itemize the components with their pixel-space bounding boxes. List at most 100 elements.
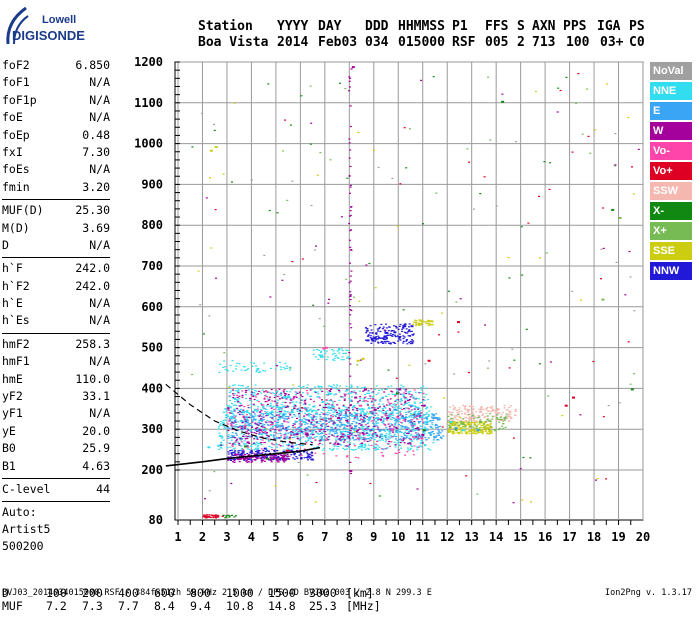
ionogram-chart: 1 2 3 4 5 6 7 8 9 10 11 12 13 14 15 16 17 18 19 20802003004…	[134, 55, 650, 544]
echo-point	[364, 393, 367, 396]
series-point-nnw	[290, 445, 294, 448]
echo-point	[263, 458, 266, 460]
echo-point	[395, 418, 398, 420]
echo-point	[326, 402, 328, 404]
echo-point	[403, 398, 406, 400]
echo-point	[269, 457, 272, 459]
echo-point	[256, 438, 259, 440]
echo-point	[274, 420, 277, 422]
series-point-sse	[459, 427, 463, 430]
echo-point	[459, 298, 462, 300]
echo-point	[346, 407, 349, 409]
echo-point	[205, 517, 208, 519]
echo-point	[410, 444, 413, 446]
echo-point	[370, 437, 373, 439]
echo-point	[476, 425, 478, 427]
echo-point	[349, 418, 352, 420]
distance-row: D 100 200 400 600 800 1000 1500 3000 [km]	[2, 558, 374, 613]
echo-point	[254, 454, 257, 456]
echo-point	[230, 435, 233, 437]
echo-point	[488, 410, 491, 412]
echo-point	[281, 414, 284, 416]
echo-point	[428, 421, 431, 423]
echo-point	[277, 453, 280, 455]
echo-point	[256, 408, 259, 410]
echo-point	[357, 131, 360, 134]
echo-point	[399, 387, 402, 389]
echo-point	[421, 434, 424, 436]
echo-point	[419, 445, 422, 447]
echo-point	[334, 439, 337, 441]
echo-point	[229, 450, 232, 452]
echo-point	[343, 439, 346, 441]
echo-point	[278, 393, 281, 395]
echo-point	[350, 327, 353, 329]
echo-point	[430, 426, 433, 428]
echo-point	[489, 413, 492, 415]
echo-point	[299, 425, 302, 428]
echo-point	[324, 431, 327, 433]
echo-point	[314, 249, 316, 251]
param-value: N/A	[89, 237, 110, 252]
echo-point	[340, 409, 343, 411]
echo-point	[377, 330, 380, 332]
echo-point	[384, 436, 387, 438]
echo-point	[288, 444, 290, 446]
echo-point	[457, 331, 460, 333]
echo-point	[398, 336, 401, 338]
echo-point	[481, 431, 484, 433]
y-tick-label: 500	[141, 341, 163, 355]
echo-point	[476, 417, 479, 419]
echo-point	[342, 359, 345, 361]
echo-point	[452, 430, 455, 432]
echo-point	[327, 406, 330, 408]
echo-point	[406, 399, 409, 402]
param-value: 6.850	[75, 58, 110, 72]
echo-point	[342, 404, 345, 406]
echo-point	[273, 458, 276, 460]
echo-point	[283, 436, 286, 438]
echo-point	[265, 408, 268, 410]
echo-point	[346, 419, 349, 421]
echo-point	[293, 453, 296, 455]
echo-point	[256, 453, 259, 455]
echo-point	[244, 422, 247, 424]
echo-point	[481, 429, 483, 432]
echo-point	[303, 451, 305, 453]
echo-point	[381, 408, 384, 410]
echo-point	[284, 432, 287, 434]
series-point-sse	[427, 319, 431, 322]
echo-point	[357, 429, 359, 431]
echo-point	[301, 407, 304, 409]
echo-point	[206, 514, 208, 516]
echo-point	[346, 455, 349, 457]
echo-point	[508, 415, 511, 417]
echo-point	[408, 364, 411, 366]
echo-point	[356, 409, 359, 411]
echo-point	[240, 420, 243, 423]
echo-point	[404, 438, 407, 440]
echo-point	[260, 412, 263, 414]
echo-point	[412, 435, 415, 437]
echo-point	[347, 389, 350, 391]
echo-point	[437, 426, 440, 428]
echo-point	[398, 412, 401, 414]
echo-point	[319, 414, 321, 416]
echo-point	[375, 385, 378, 387]
echo-point	[485, 407, 488, 409]
series-point-x	[611, 208, 615, 211]
echo-point	[232, 452, 235, 454]
echo-point	[327, 403, 330, 405]
echo-point	[338, 438, 341, 440]
echo-point	[268, 439, 271, 441]
echo-point	[469, 417, 472, 419]
echo-point	[320, 386, 323, 388]
series-point-w	[351, 66, 355, 69]
echo-point	[317, 423, 320, 425]
echo-point	[490, 426, 493, 429]
echo-point	[494, 143, 497, 145]
echo-point	[374, 324, 377, 326]
echo-point	[377, 407, 380, 409]
series-point-vo	[390, 429, 394, 432]
echo-point	[366, 392, 369, 394]
